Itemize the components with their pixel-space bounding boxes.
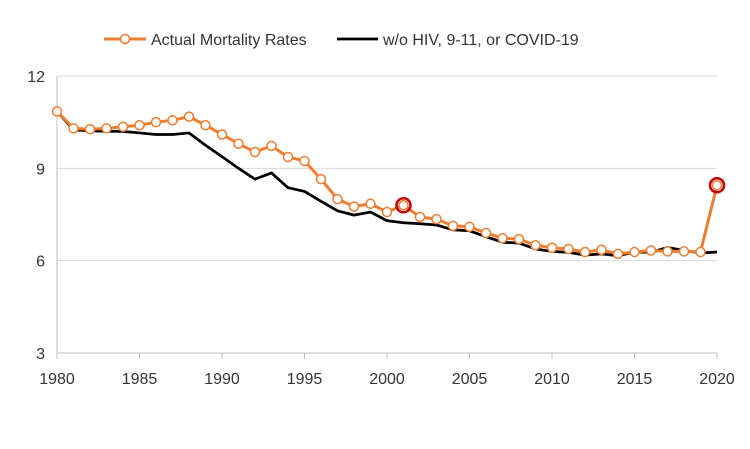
data-point-actual: [546, 242, 558, 253]
data-point-actual: [101, 123, 112, 134]
data-point-actual: [84, 123, 96, 135]
data-point-actual: [332, 193, 343, 205]
data-point-actual: [216, 129, 228, 140]
data-point-actual: [414, 211, 426, 223]
legend-marker-actual: [119, 33, 131, 45]
legend-label-actual: Actual Mortality Rates: [151, 32, 307, 49]
data-point-actual: [51, 106, 63, 117]
data-point-actual: [398, 200, 409, 211]
data-point-actual: [183, 111, 195, 122]
x-tick-label: 2015: [617, 371, 653, 388]
data-point-actual: [134, 119, 145, 131]
x-tick-label: 2020: [699, 371, 735, 388]
data-point-actual: [464, 221, 475, 233]
data-point-actual: [299, 155, 310, 167]
data-point-actual: [662, 246, 673, 257]
data-point-actual: [150, 116, 162, 128]
x-tick-label: 1980: [39, 371, 75, 388]
y-tick-label: 9: [36, 161, 45, 178]
data-point-actual: [117, 121, 129, 133]
data-point-actual: [513, 233, 525, 245]
series-line-actual: [55, 110, 719, 256]
data-point-actual: [645, 245, 657, 256]
legend: Actual Mortality Rates w/o HIV, 9-11, or …: [104, 32, 579, 49]
data-point-actual: [282, 151, 294, 163]
data-point-actual: [695, 246, 706, 258]
data-point-actual: [266, 140, 277, 152]
y-tick-label: 6: [36, 254, 45, 271]
highlight-circle: [395, 197, 412, 214]
highlighted-points: [395, 177, 726, 214]
data-point-actual: [447, 220, 459, 232]
data-point-actual: [711, 180, 723, 191]
y-tick-label: 12: [27, 69, 45, 86]
data-point-actual: [233, 138, 244, 149]
y-tick-label: 3: [36, 346, 45, 363]
data-point-actual: [629, 246, 640, 258]
legend-label-adjusted: w/o HIV, 9-11, or COVID-19: [382, 32, 579, 49]
data-point-actual: [348, 201, 360, 212]
x-tick-label: 1995: [287, 371, 323, 388]
gridlines: [57, 75, 717, 262]
data-point-actual: [365, 198, 376, 209]
data-point-actual: [678, 246, 690, 257]
data-point-actual: [497, 232, 508, 244]
data-point-actual: [480, 227, 492, 239]
data-point-actual: [579, 246, 591, 258]
series-layer: [51, 106, 723, 260]
x-axis-ticks: 1980 1985 1990 1995 2000 2005 2010 2015 2020: [39, 353, 735, 388]
data-point-actual: [612, 248, 624, 260]
data-point-actual: [563, 243, 574, 255]
highlight-circle: [708, 177, 726, 194]
x-tick-label: 2010: [534, 371, 570, 388]
data-point-actual: [167, 115, 178, 126]
data-point-actual: [68, 123, 79, 134]
series-line-adjusted: [55, 110, 718, 258]
data-point-actual: [431, 213, 442, 225]
x-tick-label: 1985: [122, 371, 158, 388]
x-tick-label: 2005: [452, 371, 488, 388]
data-point-actual: [530, 240, 541, 251]
data-point-actual: [200, 119, 211, 131]
data-point-actual: [596, 244, 607, 256]
data-point-actual: [315, 173, 327, 185]
x-tick-label: 1990: [204, 371, 240, 388]
x-tick-label: 2000: [369, 371, 405, 388]
data-point-actual: [249, 146, 261, 158]
data-point-actual: [381, 206, 393, 218]
y-axis-ticks: 3 6 9 12: [27, 69, 45, 363]
